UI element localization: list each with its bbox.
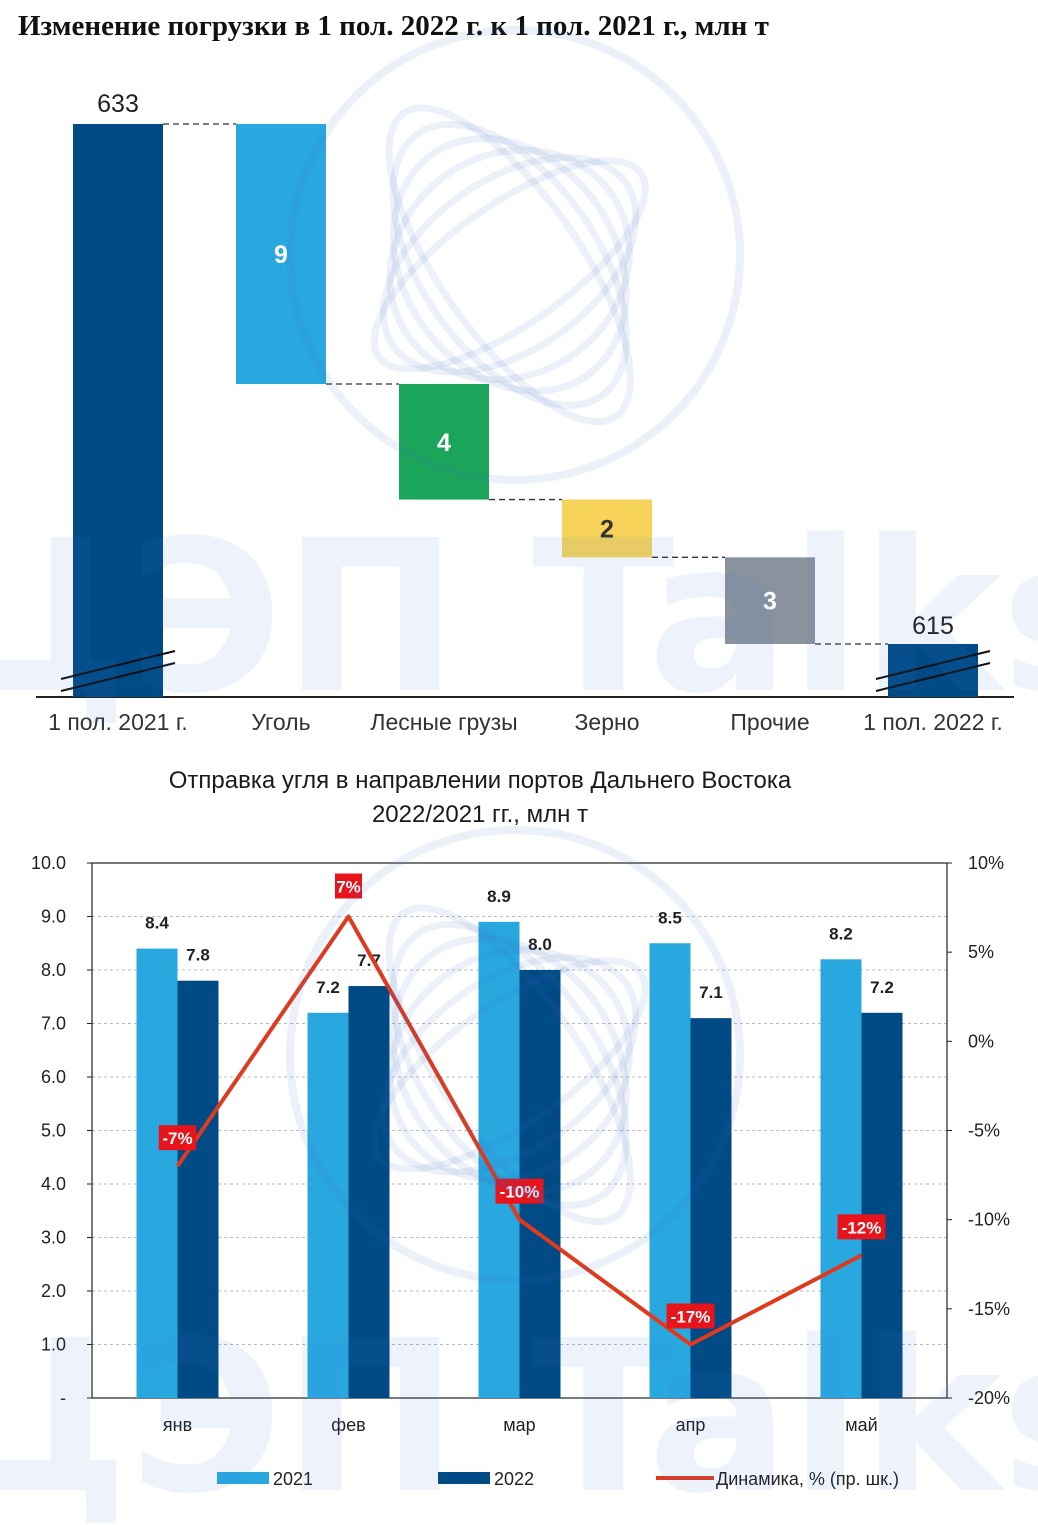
y2-tick-label: -5%	[968, 1121, 1000, 1141]
x-category-label: май	[845, 1415, 877, 1435]
wf-label-step: 9	[274, 241, 288, 269]
wf-bar-end	[888, 644, 978, 697]
x-category-label: янв	[163, 1415, 192, 1435]
bar-2022	[177, 980, 219, 1398]
bar-2021	[136, 948, 178, 1398]
y-tick-label: 8.0	[41, 960, 66, 980]
bar-data-label: 8.9	[487, 887, 511, 906]
y-tick-label: -	[60, 1388, 66, 1408]
wf-label-step: 3	[763, 588, 777, 616]
dynamics-label-box	[335, 873, 362, 899]
wf-axis-break	[60, 650, 176, 680]
waterfall-chart: 633 9 4 2 3 615 1 пол. 2021 г. Уголь Лесные груз…	[36, 90, 1014, 735]
wf-label-step: 4	[437, 429, 451, 457]
y-tick-label: 2.0	[41, 1281, 66, 1301]
bar-data-label: 8.5	[658, 908, 682, 927]
legend-label-2021: 2021	[273, 1469, 313, 1489]
x-category-label: мар	[503, 1415, 535, 1435]
wf-label-start: 633	[97, 90, 139, 118]
y-tick-label: 10.0	[31, 853, 66, 873]
wf-category-label: 1 пол. 2021 г.	[48, 709, 188, 735]
wf-label-end: 615	[912, 612, 954, 640]
coal-bar-chart: - 1.0 2.0 3.0 4.0 5.0 6.0 7.0 8.0 9.0 10.0 -20% -15%…	[31, 853, 1010, 1489]
wf-category-label: 1 пол. 2022 г.	[863, 709, 1003, 735]
dynamics-data-label: -10%	[500, 1183, 540, 1202]
wf-category-label: Уголь	[251, 709, 310, 735]
y-tick-label: 9.0	[41, 907, 66, 927]
x-category-label: апр	[676, 1415, 706, 1435]
y2-tick-label: -15%	[968, 1299, 1010, 1319]
waterfall-title: Изменение погрузки в 1 пол. 2022 г. к 1 …	[18, 10, 769, 42]
y-tick-label: 4.0	[41, 1174, 66, 1194]
wf-category-label: Зерно	[575, 709, 640, 735]
y2-tick-label: 10%	[968, 853, 1004, 873]
bar-data-label: 7.1	[699, 983, 723, 1002]
y-tick-label: 6.0	[41, 1067, 66, 1087]
y-tick-label: 5.0	[41, 1121, 66, 1141]
bar-data-label: 8.4	[145, 914, 169, 933]
dynamics-data-label: -12%	[842, 1218, 882, 1237]
wf-axis-break	[875, 662, 991, 692]
wf-category-label: Лесные грузы	[370, 709, 517, 735]
bar-data-label: 8.0	[528, 935, 552, 954]
y-tick-label: 1.0	[41, 1335, 66, 1355]
y-tick-label: 3.0	[41, 1228, 66, 1248]
dynamics-label-box	[158, 1125, 197, 1151]
bar-data-label: 7.2	[870, 978, 894, 997]
dynamics-label-box	[495, 1178, 544, 1204]
legend-swatch-2021	[217, 1472, 269, 1484]
legend-swatch-2022	[438, 1472, 490, 1484]
dynamics-label-box	[666, 1303, 715, 1329]
wf-axis-break	[875, 650, 991, 680]
wf-bar-step	[725, 557, 815, 644]
bar-data-label: 7.2	[316, 978, 340, 997]
bar-2021	[820, 959, 862, 1398]
dynamics-data-label: -7%	[162, 1129, 192, 1148]
dynamics-data-label: -17%	[671, 1308, 711, 1327]
legend-label-2022: 2022	[494, 1469, 534, 1489]
y2-tick-label: 0%	[968, 1031, 994, 1051]
bar-data-label: 7.8	[186, 946, 210, 965]
bar-2022	[348, 986, 390, 1398]
coal-chart-title-line2: 2022/2021 гг., млн т	[371, 801, 589, 828]
bar-2021	[307, 1012, 349, 1398]
coal-chart-title: Отправка угля в направлении портов Дальн…	[0, 764, 960, 832]
bar-data-label: 8.2	[829, 924, 853, 943]
dynamics-line	[175, 914, 863, 1347]
wf-axis-break	[60, 662, 176, 692]
y-tick-label: 7.0	[41, 1014, 66, 1034]
wf-bar-step	[562, 499, 652, 558]
x-category-label: фев	[331, 1415, 365, 1435]
legend-label-dynamics: Динамика, % (пр. шк.)	[716, 1469, 899, 1489]
y2-tick-label: -10%	[968, 1210, 1010, 1230]
y2-tick-label: -20%	[968, 1388, 1010, 1408]
wf-bar-start	[73, 124, 163, 697]
coal-chart-title-line1: Отправка угля в направлении портов Дальн…	[168, 767, 792, 794]
wf-bar-step	[236, 124, 326, 384]
bar-2022	[861, 1012, 903, 1398]
wf-bar-step	[399, 384, 489, 500]
wf-label-step: 2	[600, 515, 614, 543]
dynamics-label-box	[837, 1214, 886, 1240]
dynamics-data-label: 7%	[336, 878, 361, 897]
wf-category-label: Прочие	[730, 709, 809, 735]
y2-tick-label: 5%	[968, 942, 994, 962]
